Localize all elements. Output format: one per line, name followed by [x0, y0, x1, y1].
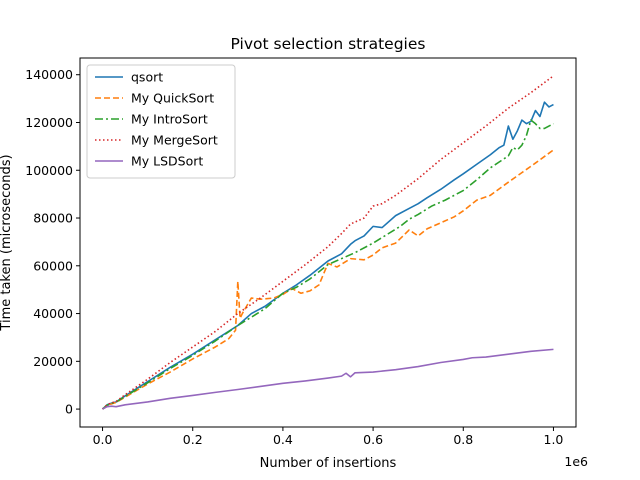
- x-tick-label: 0.0: [93, 432, 113, 447]
- legend-label-2: My IntroSort: [131, 112, 208, 127]
- x-tick-label: 0.6: [363, 432, 383, 447]
- legend-label-4: My LSDSort: [131, 154, 203, 169]
- y-tick-label: 20000: [33, 354, 73, 369]
- series-line-3: [101, 75, 554, 410]
- y-tick-label: 120000: [25, 115, 73, 130]
- y-tick-label: 80000: [33, 211, 73, 226]
- y-axis-ticks: 0 20000 40000 60000 80000 100000 120000 140000: [25, 67, 80, 417]
- legend-label-0: qsort: [131, 70, 163, 85]
- x-axis-label: Number of insertions: [260, 456, 397, 471]
- x-axis-ticks: 0.0 0.2 0.4 0.6 0.8 1.0: [93, 427, 564, 447]
- plot-lines: [101, 75, 554, 410]
- chart-title: Pivot selection strategies: [231, 35, 426, 53]
- y-tick-label: 60000: [33, 258, 73, 273]
- y-tick-label: 100000: [25, 163, 73, 178]
- legend-box: [86, 64, 236, 179]
- plot-frame: [79, 57, 577, 428]
- x-tick-label: 0.8: [453, 432, 473, 447]
- x-axis-offset-label: 1e6: [564, 454, 588, 469]
- x-tick-label: 1.0: [544, 432, 564, 447]
- series-line-4: [102, 348, 554, 410]
- series-line-2: [102, 119, 554, 410]
- y-tick-label: 0: [65, 402, 73, 417]
- y-tick-label: 40000: [33, 306, 73, 321]
- x-tick-label: 0.2: [183, 432, 203, 447]
- legend-label-3: My MergeSort: [131, 133, 218, 148]
- series-line-0: [101, 101, 554, 410]
- legend-label-1: My QuickSort: [131, 91, 214, 106]
- legend: qsort My QuickSort My IntroSort My MergeSor…: [86, 64, 236, 179]
- series-line-1: [102, 149, 554, 410]
- y-axis-label: Time taken (microseconds): [0, 154, 14, 331]
- x-tick-label: 0.4: [273, 432, 293, 447]
- y-tick-label: 140000: [25, 67, 73, 82]
